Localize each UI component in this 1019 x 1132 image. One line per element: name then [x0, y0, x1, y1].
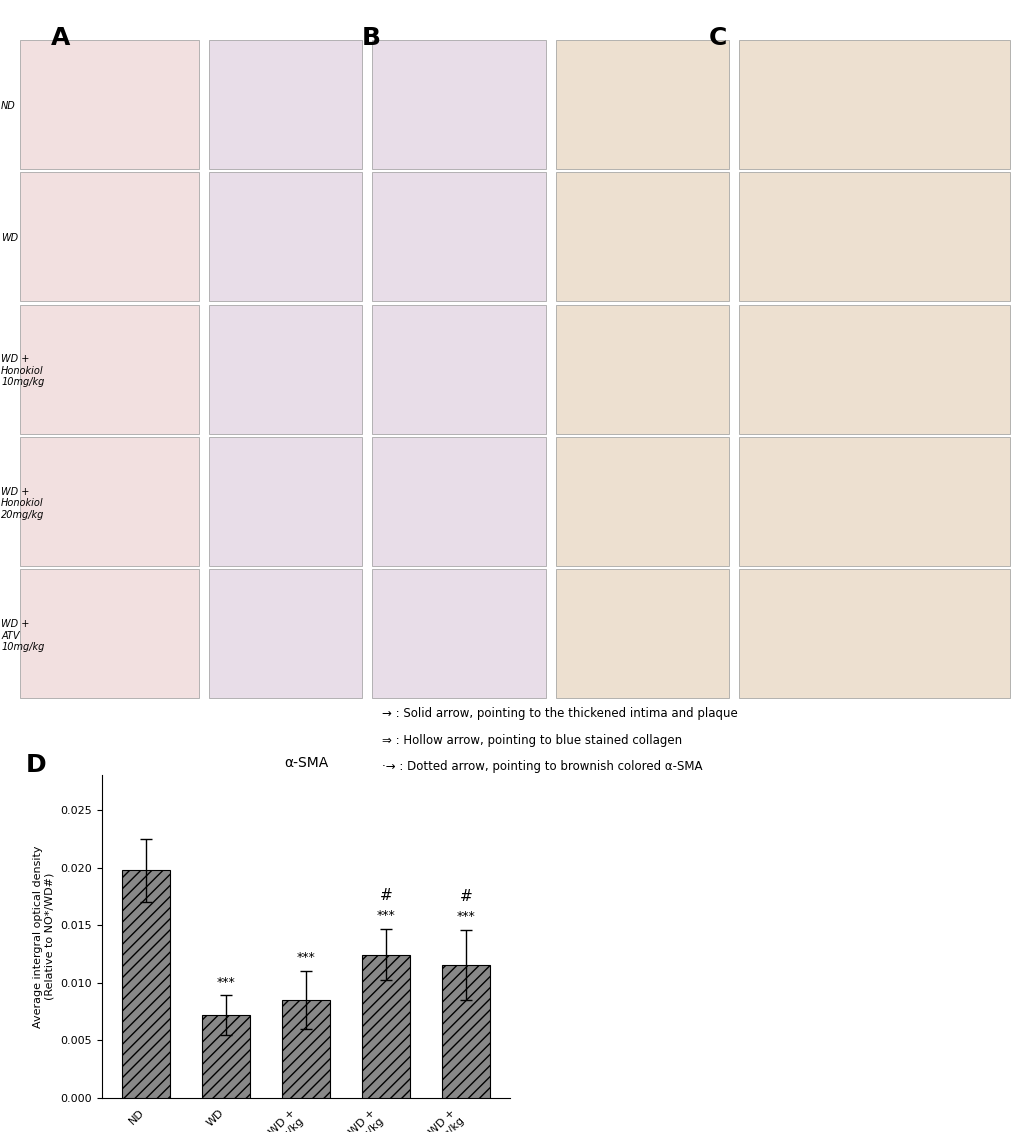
Text: D: D: [25, 753, 46, 777]
Text: WD: WD: [1, 233, 18, 243]
Bar: [202, 1015, 250, 1098]
Bar: [372, 569, 545, 698]
Bar: [20, 569, 199, 698]
Text: ***: ***: [297, 951, 315, 964]
Bar: [209, 305, 362, 434]
Bar: [555, 305, 729, 434]
Bar: [209, 40, 362, 169]
Bar: [739, 40, 1009, 169]
Bar: [362, 954, 410, 1098]
Text: WD +
ATV
10mg/kg: WD + ATV 10mg/kg: [1, 619, 45, 652]
Text: → : Solid arrow, pointing to the thickened intima and plaque: → : Solid arrow, pointing to the thicken…: [382, 708, 738, 720]
Y-axis label: Average intergral optical density
(Relative to NO*/WD#): Average intergral optical density (Relat…: [34, 846, 55, 1028]
Bar: [20, 40, 199, 169]
Bar: [555, 437, 729, 566]
Bar: [441, 964, 489, 1098]
Bar: [372, 172, 545, 301]
Bar: [739, 437, 1009, 566]
Bar: [555, 40, 729, 169]
Bar: [739, 172, 1009, 301]
Text: ·→ : Dotted arrow, pointing to brownish colored α-SMA: ·→ : Dotted arrow, pointing to brownish …: [382, 760, 702, 772]
Text: WD +
Honokiol
10mg/kg: WD + Honokiol 10mg/kg: [1, 354, 45, 387]
Bar: [372, 40, 545, 169]
Bar: [372, 305, 545, 434]
Bar: [20, 437, 199, 566]
Text: #: #: [460, 889, 472, 903]
Bar: [209, 437, 362, 566]
Bar: [209, 569, 362, 698]
Text: ⇒ : Hollow arrow, pointing to blue stained collagen: ⇒ : Hollow arrow, pointing to blue stain…: [382, 734, 682, 746]
Bar: [739, 305, 1009, 434]
Title: α-SMA: α-SMA: [283, 756, 328, 770]
Text: WD +
Honokiol
20mg/kg: WD + Honokiol 20mg/kg: [1, 487, 45, 520]
Text: ***: ***: [457, 910, 475, 924]
Bar: [122, 871, 170, 1098]
Text: ***: ***: [376, 909, 395, 923]
Bar: [281, 1000, 330, 1098]
Bar: [372, 437, 545, 566]
Bar: [555, 569, 729, 698]
Text: ***: ***: [216, 976, 235, 988]
Text: #: #: [379, 887, 392, 902]
Text: A: A: [51, 26, 70, 50]
Bar: [209, 172, 362, 301]
Bar: [739, 569, 1009, 698]
Bar: [555, 172, 729, 301]
Text: B: B: [362, 26, 381, 50]
Bar: [20, 172, 199, 301]
Bar: [20, 305, 199, 434]
Text: C: C: [708, 26, 727, 50]
Text: ND: ND: [1, 101, 15, 111]
